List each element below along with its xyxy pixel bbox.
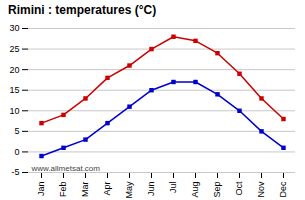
svg-text:Aug: Aug	[190, 182, 200, 198]
svg-text:0: 0	[14, 147, 19, 157]
svg-text:10: 10	[9, 106, 19, 116]
svg-text:Apr: Apr	[102, 182, 112, 196]
svg-text:Oct: Oct	[234, 181, 244, 196]
svg-text:Nov: Nov	[256, 181, 266, 198]
svg-text:-5: -5	[11, 167, 19, 177]
svg-text:25: 25	[9, 44, 19, 54]
svg-text:May: May	[124, 181, 134, 199]
svg-text:5: 5	[14, 126, 19, 136]
svg-text:Jun: Jun	[146, 182, 156, 197]
svg-text:www.allmetsat.com: www.allmetsat.com	[31, 164, 101, 173]
svg-text:Dec: Dec	[278, 181, 288, 198]
svg-text:Sep: Sep	[212, 182, 222, 198]
svg-text:Feb: Feb	[58, 182, 68, 198]
svg-text:30: 30	[9, 23, 19, 33]
html-text:Rimini : temperatures (°C): Rimini : temperatures (°C)	[8, 3, 157, 17]
svg-text:Mar: Mar	[80, 181, 90, 197]
svg-text:15: 15	[9, 85, 19, 95]
svg-text:Jan: Jan	[36, 182, 46, 197]
svg-text:Jul: Jul	[168, 182, 178, 194]
svg-text:20: 20	[9, 65, 19, 75]
